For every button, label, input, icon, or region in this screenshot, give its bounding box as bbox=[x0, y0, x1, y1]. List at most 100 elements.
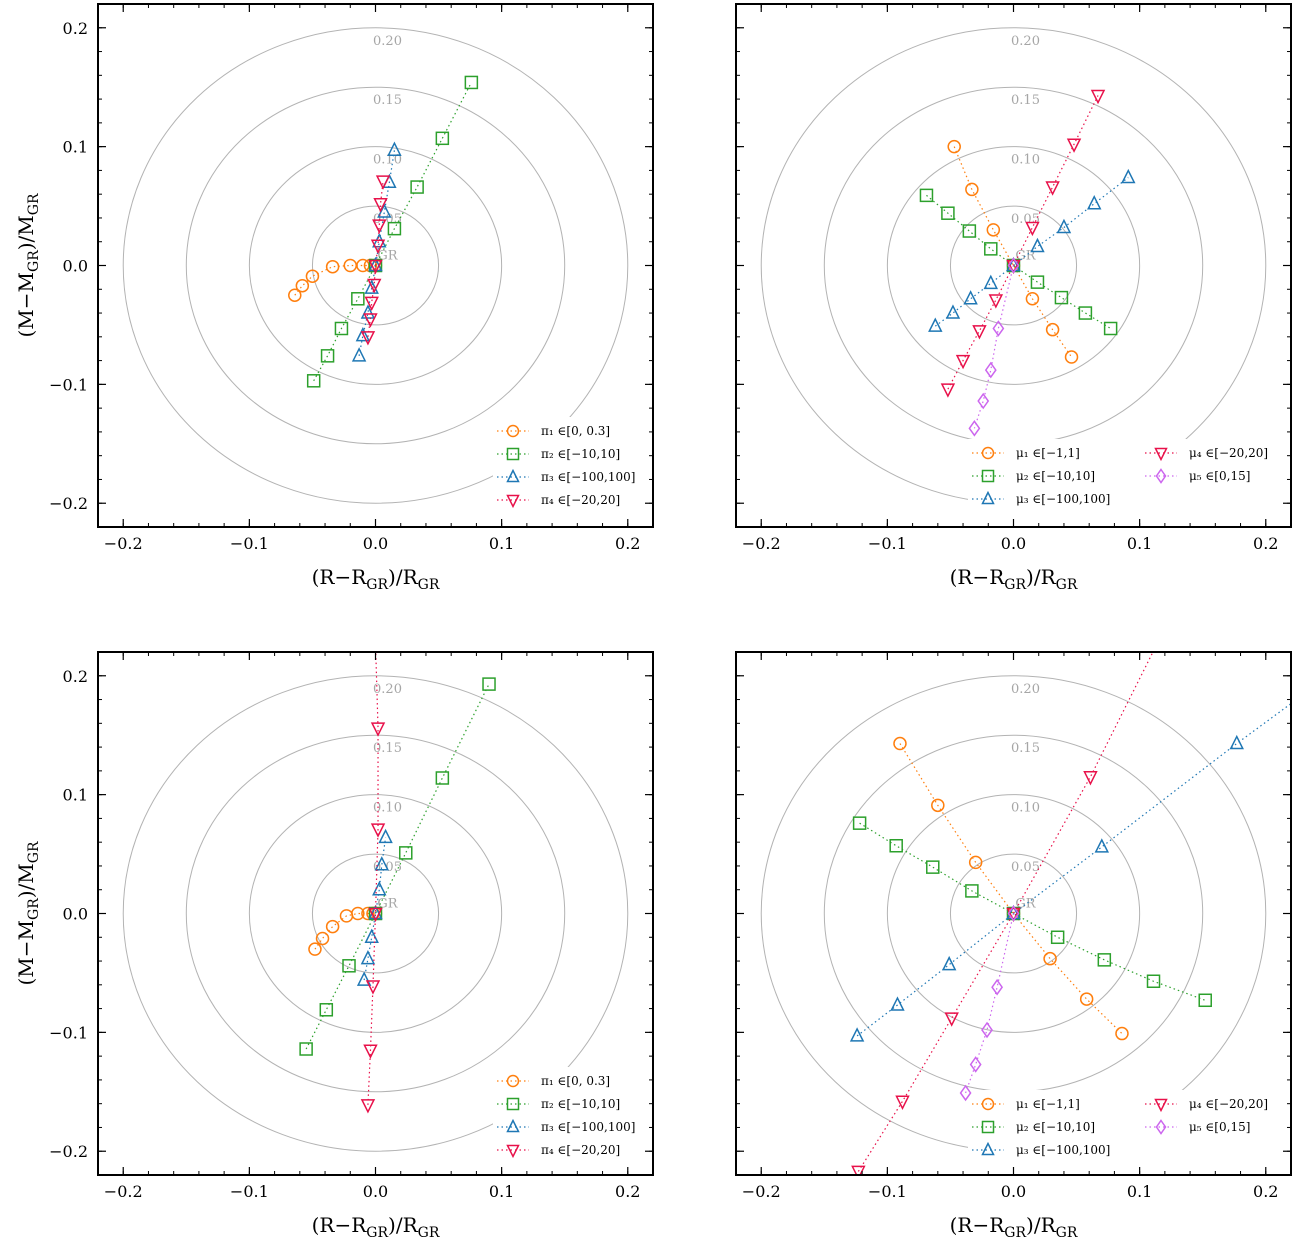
data-point bbox=[1081, 993, 1093, 1005]
ring-label: 0.15 bbox=[1011, 741, 1040, 756]
ring-label: 0.10 bbox=[373, 801, 402, 816]
x-tick-label: 0.0 bbox=[1001, 534, 1026, 553]
y-axis-label: (M−MGR)/MGR bbox=[14, 193, 42, 337]
x-tick-label: 0.1 bbox=[489, 534, 514, 553]
data-point bbox=[465, 76, 477, 88]
x-axis-label: (R−RGR)/RGR bbox=[312, 565, 440, 593]
panel-bottom-left: 0.050.100.150.20GR−0.2 −0.1 0.0 0.1 0.2−0.2−… bbox=[14, 557, 653, 1241]
data-point bbox=[851, 1029, 863, 1041]
legend-label: π₁ ∈[0, 0.3] bbox=[541, 1074, 610, 1088]
data-point bbox=[943, 958, 955, 970]
data-point bbox=[1047, 182, 1059, 194]
x-tick-label: 0.1 bbox=[1127, 534, 1152, 553]
x-tick-label: 0.1 bbox=[489, 1182, 514, 1201]
legend-label: μ₄ ∈[−20,20] bbox=[1189, 1097, 1268, 1111]
data-point bbox=[1055, 292, 1067, 304]
legend-label: μ₂ ∈[−10,10] bbox=[1016, 469, 1095, 483]
y-tick-label: 0.2 bbox=[63, 19, 88, 38]
ring-label: 0.15 bbox=[1011, 93, 1040, 108]
series-line bbox=[860, 823, 1206, 1000]
plot-area: 0.050.100.150.20GR bbox=[761, 628, 1308, 1178]
legend-label: μ₃ ∈[−100,100] bbox=[1016, 1143, 1110, 1157]
data-point bbox=[985, 276, 997, 288]
x-tick-label: −0.1 bbox=[230, 534, 269, 553]
y-tick-label: 0.0 bbox=[63, 257, 88, 276]
ring-label: 0.20 bbox=[1011, 682, 1040, 697]
data-point bbox=[978, 394, 988, 408]
x-tick-label: 0.0 bbox=[363, 534, 388, 553]
series-s3 bbox=[851, 676, 1308, 1041]
data-point bbox=[986, 363, 996, 377]
legend-label: π₄ ∈[−20,20] bbox=[541, 1143, 620, 1157]
legend-label: π₂ ∈[−10,10] bbox=[541, 447, 620, 461]
series-s1 bbox=[894, 738, 1128, 1040]
legend-label: π₁ ∈[0, 0.3] bbox=[541, 424, 610, 438]
x-tick-label: 0.0 bbox=[1001, 1182, 1026, 1201]
legend-label: π₄ ∈[−20,20] bbox=[541, 493, 620, 507]
ring-label: 0.10 bbox=[1011, 153, 1040, 168]
legend-label: π₂ ∈[−10,10] bbox=[541, 1097, 620, 1111]
data-point bbox=[373, 883, 385, 895]
data-point bbox=[1116, 1028, 1128, 1040]
series-s4 bbox=[942, 91, 1104, 397]
ring-label: 0.10 bbox=[1011, 801, 1040, 816]
series-line bbox=[368, 557, 378, 1105]
data-point bbox=[327, 261, 339, 273]
data-point bbox=[344, 260, 356, 272]
data-point bbox=[411, 181, 423, 193]
x-axis-label: (R−RGR)/RGR bbox=[312, 1213, 440, 1241]
legend-label: μ₂ ∈[−10,10] bbox=[1016, 1120, 1095, 1134]
y-tick-label: −0.2 bbox=[49, 494, 88, 513]
data-point bbox=[973, 326, 985, 338]
x-tick-label: −0.2 bbox=[104, 534, 143, 553]
x-tick-label: −0.2 bbox=[742, 1182, 781, 1201]
legend-item-s2: π₂ ∈[−10,10] bbox=[497, 447, 620, 461]
x-tick-label: 0.1 bbox=[1127, 1182, 1152, 1201]
data-point bbox=[890, 840, 902, 852]
data-point bbox=[296, 280, 308, 292]
series-line bbox=[858, 628, 1165, 1171]
series-line bbox=[314, 82, 472, 380]
x-tick-label: 0.2 bbox=[615, 534, 640, 553]
data-point bbox=[957, 356, 969, 368]
data-point bbox=[366, 930, 378, 942]
y-axis-label: (M−MGR)/MGR bbox=[14, 841, 42, 985]
data-point bbox=[1088, 197, 1100, 209]
data-point bbox=[929, 319, 941, 331]
ring-label: 0.15 bbox=[373, 741, 402, 756]
y-tick-label: 0.2 bbox=[63, 667, 88, 686]
data-point bbox=[965, 292, 977, 304]
data-point bbox=[1052, 931, 1064, 943]
data-point bbox=[372, 723, 384, 735]
x-tick-label: −0.2 bbox=[104, 1182, 143, 1201]
data-point bbox=[987, 224, 999, 236]
panel-top-right: 0.050.100.150.20GR−0.2 −0.1 0.0 0.1 0.2(R−RG… bbox=[736, 4, 1291, 593]
ring-label: 0.15 bbox=[373, 93, 402, 108]
legend-label: μ₃ ∈[−100,100] bbox=[1016, 492, 1110, 506]
legend-label: μ₅ ∈[0,15] bbox=[1189, 469, 1250, 483]
legend-label: μ₅ ∈[0,15] bbox=[1189, 1120, 1250, 1134]
data-point bbox=[927, 861, 939, 873]
legend-item-s2: μ₂ ∈[−10,10] bbox=[972, 1120, 1095, 1134]
y-tick-label: −0.1 bbox=[49, 375, 88, 394]
data-point bbox=[1122, 171, 1134, 183]
data-point bbox=[1084, 772, 1096, 784]
data-point bbox=[971, 1057, 981, 1071]
data-point bbox=[1066, 351, 1078, 363]
y-tick-label: −0.1 bbox=[49, 1023, 88, 1042]
series-s3 bbox=[929, 171, 1134, 332]
series-s5 bbox=[969, 259, 1018, 436]
y-tick-label: 0.1 bbox=[63, 786, 88, 805]
series-line bbox=[295, 266, 376, 296]
data-point bbox=[400, 847, 412, 859]
legend-item-s2: μ₂ ∈[−10,10] bbox=[972, 469, 1095, 483]
y-tick-label: 0.1 bbox=[63, 138, 88, 157]
data-point bbox=[1199, 994, 1211, 1006]
legend-label: μ₄ ∈[−20,20] bbox=[1189, 446, 1268, 460]
series-s5 bbox=[961, 907, 1019, 1100]
data-point bbox=[436, 772, 448, 784]
data-point bbox=[380, 830, 392, 842]
